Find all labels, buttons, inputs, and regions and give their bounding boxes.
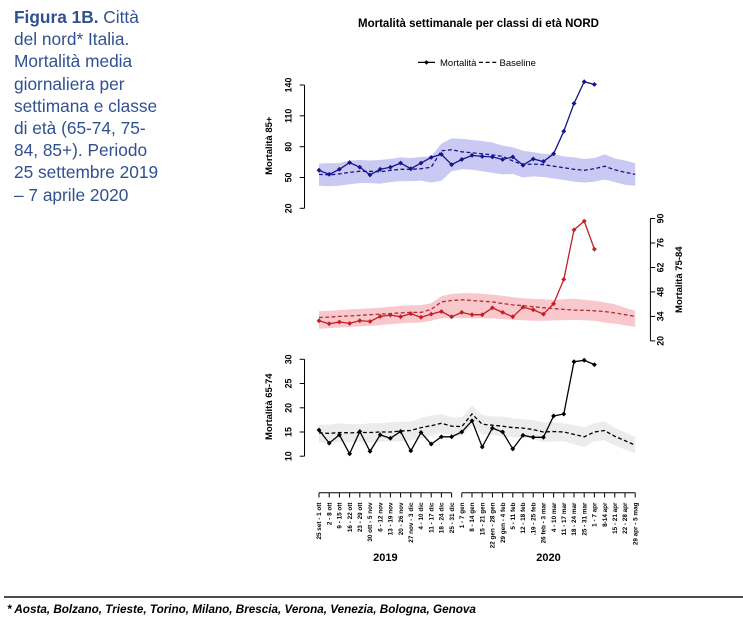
svg-text:15 - 21 gen: 15 - 21 gen — [479, 502, 486, 535]
svg-text:25 - 31 dic: 25 - 31 dic — [449, 502, 456, 533]
svg-text:8 - 14 gen: 8 - 14 gen — [469, 502, 476, 531]
svg-text:48: 48 — [656, 287, 666, 297]
svg-text:11 - 17 dic: 11 - 17 dic — [428, 502, 435, 533]
svg-text:140: 140 — [284, 78, 294, 93]
svg-text:4 - 10 mar: 4 - 10 mar — [551, 502, 558, 532]
svg-text:2 - 8 ott: 2 - 8 ott — [326, 502, 333, 525]
svg-text:Baseline: Baseline — [500, 58, 536, 69]
svg-text:1 - 7 apr: 1 - 7 apr — [592, 502, 599, 527]
svg-text:22 - 28 apr: 22 - 28 apr — [622, 502, 629, 534]
svg-text:20: 20 — [656, 336, 666, 346]
svg-text:1 - 7 gen: 1 - 7 gen — [459, 502, 466, 528]
svg-text:9 - 15 ott: 9 - 15 ott — [337, 502, 344, 529]
svg-text:62: 62 — [656, 263, 666, 273]
svg-text:18 - 24 dic: 18 - 24 dic — [439, 502, 446, 533]
svg-text:2020: 2020 — [536, 552, 560, 564]
svg-text:Mortalità: Mortalità — [440, 58, 477, 69]
svg-text:13 - 19 nov: 13 - 19 nov — [388, 502, 395, 535]
svg-text:30 ott - 5 nov: 30 ott - 5 nov — [367, 502, 374, 542]
svg-text:29 gen - 4 feb: 29 gen - 4 feb — [500, 502, 507, 543]
svg-text:22 gen - 28 gen: 22 gen - 28 gen — [490, 502, 497, 548]
svg-text:20: 20 — [284, 403, 294, 413]
svg-text:90: 90 — [656, 214, 666, 224]
svg-text:25: 25 — [284, 379, 294, 389]
svg-text:16 - 22 ott: 16 - 22 ott — [347, 502, 354, 532]
svg-text:10: 10 — [284, 451, 294, 461]
svg-text:18 - 24 mar: 18 - 24 mar — [571, 502, 578, 536]
svg-text:2019: 2019 — [373, 552, 397, 564]
svg-text:Mortalità 65-74: Mortalità 65-74 — [264, 373, 275, 440]
svg-text:26 feb - 3 mar: 26 feb - 3 mar — [541, 502, 548, 543]
svg-text:25 set - 1 ott: 25 set - 1 ott — [316, 502, 323, 540]
svg-text:11 - 17 mar: 11 - 17 mar — [561, 502, 568, 535]
svg-text:12 - 18 feb: 12 - 18 feb — [520, 502, 527, 533]
svg-text:80: 80 — [284, 142, 294, 152]
svg-text:29 apr - 5 mag: 29 apr - 5 mag — [632, 502, 639, 545]
svg-text:4 - 10 dic: 4 - 10 dic — [418, 502, 425, 530]
svg-text:6 - 12 nov: 6 - 12 nov — [377, 502, 384, 532]
svg-text:27 nov - 3 dic: 27 nov - 3 dic — [408, 502, 415, 543]
svg-text:76: 76 — [656, 238, 666, 248]
svg-text:Mortalità settimanale per clas: Mortalità settimanale per classi di età … — [358, 18, 599, 30]
svg-text:.19 - 25 feb: .19 - 25 feb — [530, 502, 537, 535]
svg-text:5 - 11 feb: 5 - 11 feb — [510, 502, 517, 529]
svg-text:34: 34 — [656, 311, 666, 321]
svg-text:Mortalità 85+: Mortalità 85+ — [264, 116, 275, 175]
svg-text:50: 50 — [284, 173, 294, 183]
svg-text:Mortalità 75-84: Mortalità 75-84 — [674, 246, 685, 313]
svg-text:15 - 21 apr: 15 - 21 apr — [612, 502, 619, 534]
svg-text:25 - 31 mar: 25 - 31 mar — [581, 502, 588, 536]
svg-text:20: 20 — [284, 203, 294, 213]
svg-text:23 - 29 ott: 23 - 29 ott — [357, 502, 364, 532]
svg-text:30: 30 — [284, 354, 294, 364]
svg-text:110: 110 — [284, 109, 294, 123]
svg-text:20 - 26 nov: 20 - 26 nov — [398, 502, 405, 535]
svg-text:15: 15 — [284, 427, 294, 437]
svg-text:8-14 apr: 8-14 apr — [602, 502, 609, 527]
